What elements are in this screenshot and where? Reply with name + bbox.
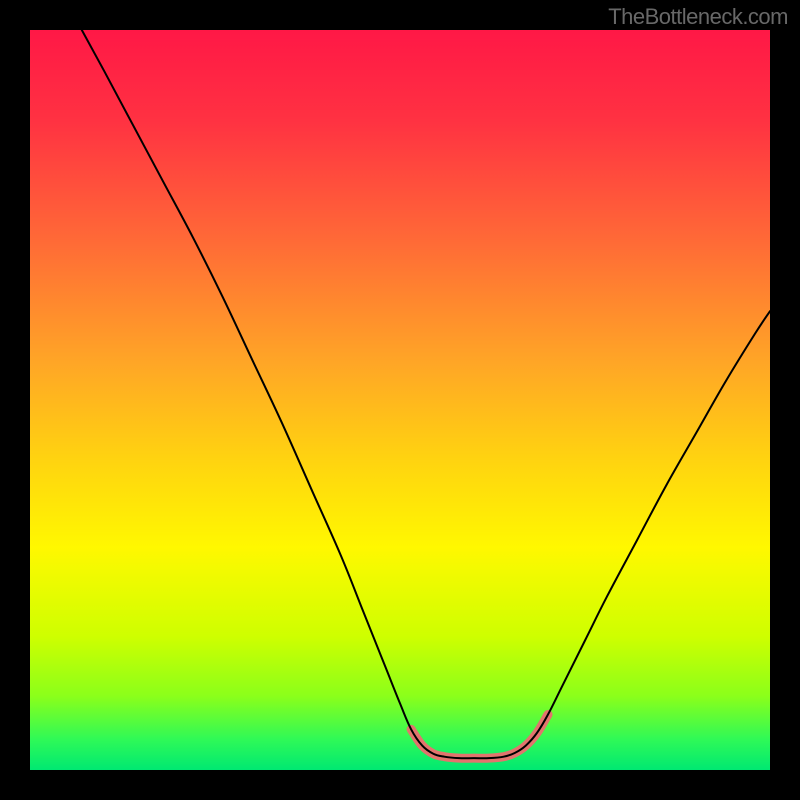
watermark-text: TheBottleneck.com: [608, 4, 788, 30]
chart-container: [30, 30, 770, 770]
bottleneck-chart: [30, 30, 770, 770]
